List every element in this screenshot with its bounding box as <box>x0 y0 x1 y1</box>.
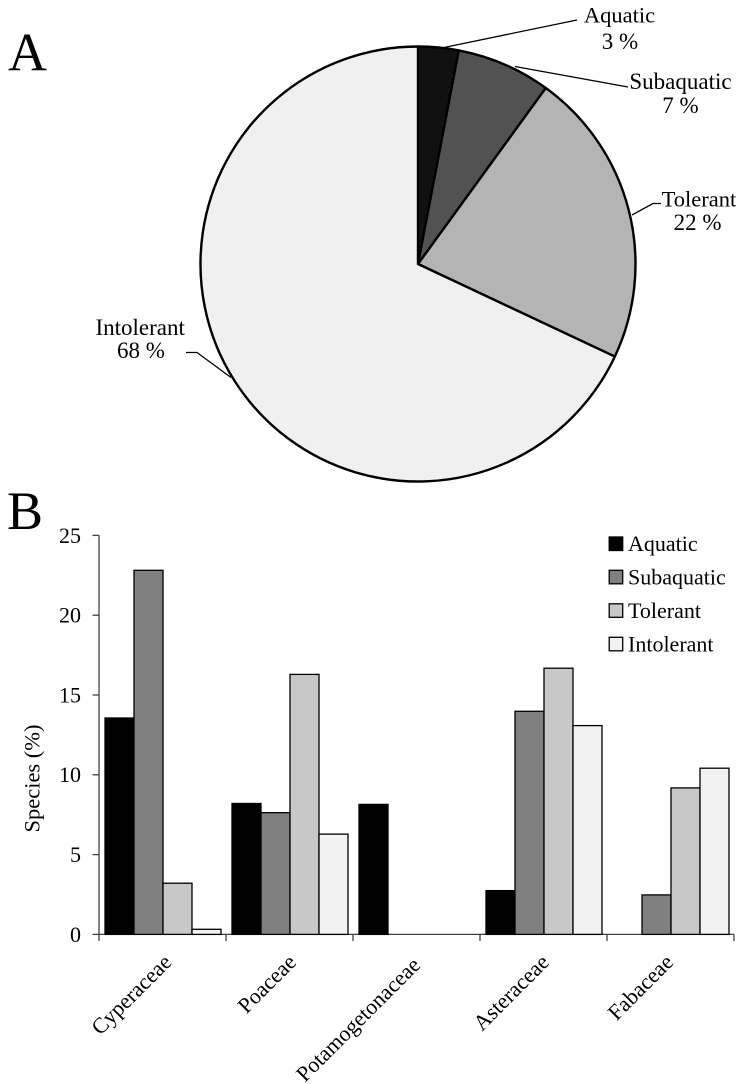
svg-text:Subaquatic: Subaquatic <box>628 565 726 590</box>
svg-text:Tolerant: Tolerant <box>628 598 701 623</box>
svg-text:7 %: 7 % <box>662 93 698 118</box>
svg-text:10: 10 <box>59 762 81 787</box>
svg-text:68 %: 68 % <box>117 338 165 363</box>
svg-text:Tolerant: Tolerant <box>662 186 737 211</box>
svg-text:Aquatic: Aquatic <box>584 2 655 27</box>
svg-text:25: 25 <box>59 523 81 548</box>
svg-text:20: 20 <box>59 603 81 628</box>
svg-text:22 %: 22 % <box>674 210 722 235</box>
svg-text:15: 15 <box>59 682 81 707</box>
svg-text:A: A <box>8 23 47 83</box>
svg-text:Aquatic: Aquatic <box>628 531 698 556</box>
svg-text:B: B <box>7 481 43 541</box>
svg-text:Intolerant: Intolerant <box>95 315 185 340</box>
svg-text:5: 5 <box>70 842 81 867</box>
svg-text:Intolerant: Intolerant <box>628 632 714 657</box>
svg-text:Subaquatic: Subaquatic <box>629 69 731 94</box>
svg-text:Species (%): Species (%) <box>20 724 45 832</box>
svg-text:0: 0 <box>70 922 81 947</box>
svg-text:3 %: 3 % <box>602 29 638 54</box>
